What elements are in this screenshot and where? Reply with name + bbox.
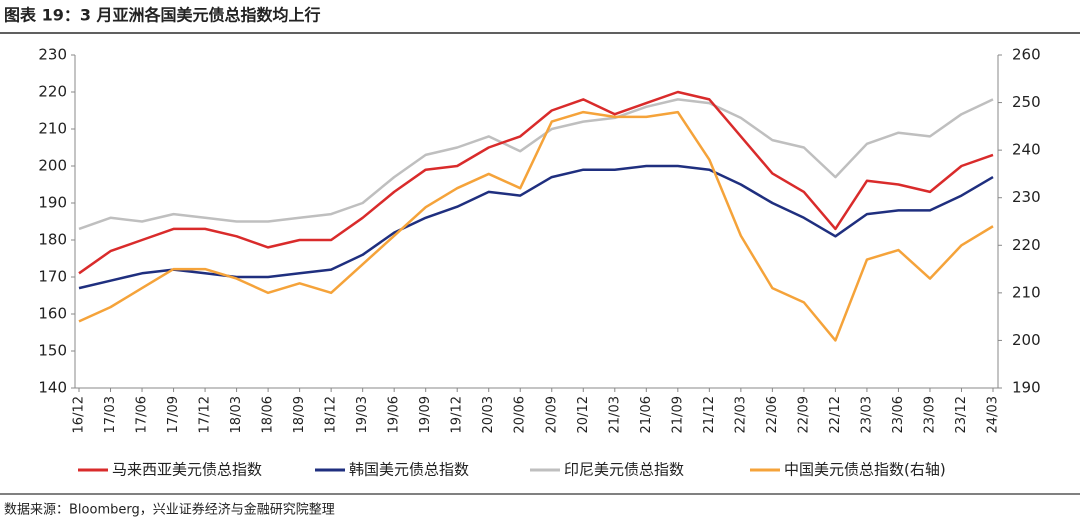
- x-tick-label: 23/03: [859, 396, 874, 433]
- x-tick-label: 19/03: [355, 396, 370, 433]
- x-tick-label: 17/03: [103, 396, 118, 433]
- x-tick-label: 22/09: [796, 396, 811, 433]
- x-tick-label: 18/09: [292, 396, 307, 433]
- x-tick-label: 17/12: [198, 396, 213, 433]
- series-line: [78, 110, 994, 342]
- y-tick-label: 200: [38, 157, 67, 175]
- series-line: [78, 90, 994, 275]
- y2-tick-label: 220: [1012, 236, 1041, 254]
- y2-tick-label: 210: [1012, 283, 1041, 301]
- x-tick-label: 22/12: [828, 396, 843, 433]
- legend-label: 马来西亚美元债总指数: [112, 461, 262, 479]
- y2-tick-label: 230: [1012, 188, 1041, 206]
- x-tick-label: 21/06: [639, 396, 654, 433]
- x-tick-label: 20/06: [513, 396, 528, 433]
- chart-title: 图表 19：3 月亚洲各国美元债总指数均上行: [4, 6, 321, 25]
- legend-label: 中国美元债总指数(右轴): [784, 461, 946, 479]
- y-tick-label: 150: [38, 342, 67, 360]
- x-tick-label: 22/06: [765, 396, 780, 433]
- y-tick-label: 140: [38, 379, 67, 397]
- legend-label: 印尼美元债总指数: [564, 461, 684, 479]
- legend-label: 韩国美元债总指数: [349, 461, 469, 479]
- x-tick-label: 20/12: [576, 396, 591, 433]
- y-tick-label: 210: [38, 120, 67, 138]
- x-tick-label: 22/03: [733, 396, 748, 433]
- x-tick-label: 23/09: [922, 396, 937, 433]
- x-tick-label: 19/09: [418, 396, 433, 433]
- y2-tick-label: 250: [1012, 93, 1041, 111]
- y-tick-label: 180: [38, 231, 67, 249]
- y2-tick-label: 260: [1012, 46, 1041, 64]
- x-tick-label: 16/12: [72, 396, 87, 433]
- y-tick-label: 160: [38, 305, 67, 323]
- y-tick-label: 230: [38, 46, 67, 64]
- y2-tick-label: 200: [1012, 331, 1041, 349]
- x-tick-label: 18/12: [324, 396, 339, 433]
- x-tick-label: 18/03: [229, 396, 244, 433]
- y2-tick-label: 190: [1012, 379, 1041, 397]
- x-tick-label: 17/09: [166, 396, 181, 433]
- y2-tick-label: 240: [1012, 141, 1041, 159]
- y-tick-label: 170: [38, 268, 67, 286]
- x-tick-label: 18/06: [261, 396, 276, 433]
- y-tick-label: 220: [38, 83, 67, 101]
- x-tick-label: 23/06: [891, 396, 906, 433]
- x-tick-label: 21/03: [607, 396, 622, 433]
- series-line: [78, 98, 994, 231]
- x-tick-label: 20/09: [544, 396, 559, 433]
- x-tick-label: 20/03: [481, 396, 496, 433]
- y-tick-label: 190: [38, 194, 67, 212]
- x-tick-label: 19/12: [450, 396, 465, 433]
- x-tick-label: 23/12: [954, 396, 969, 433]
- x-tick-label: 17/06: [135, 396, 150, 433]
- x-tick-label: 21/12: [702, 396, 717, 433]
- source: 数据来源：Bloomberg，兴业证券经济与金融研究院整理: [4, 502, 335, 518]
- series-line: [78, 164, 994, 290]
- x-tick-label: 24/03: [986, 396, 1001, 433]
- x-tick-label: 21/09: [670, 396, 685, 433]
- x-tick-label: 19/06: [387, 396, 402, 433]
